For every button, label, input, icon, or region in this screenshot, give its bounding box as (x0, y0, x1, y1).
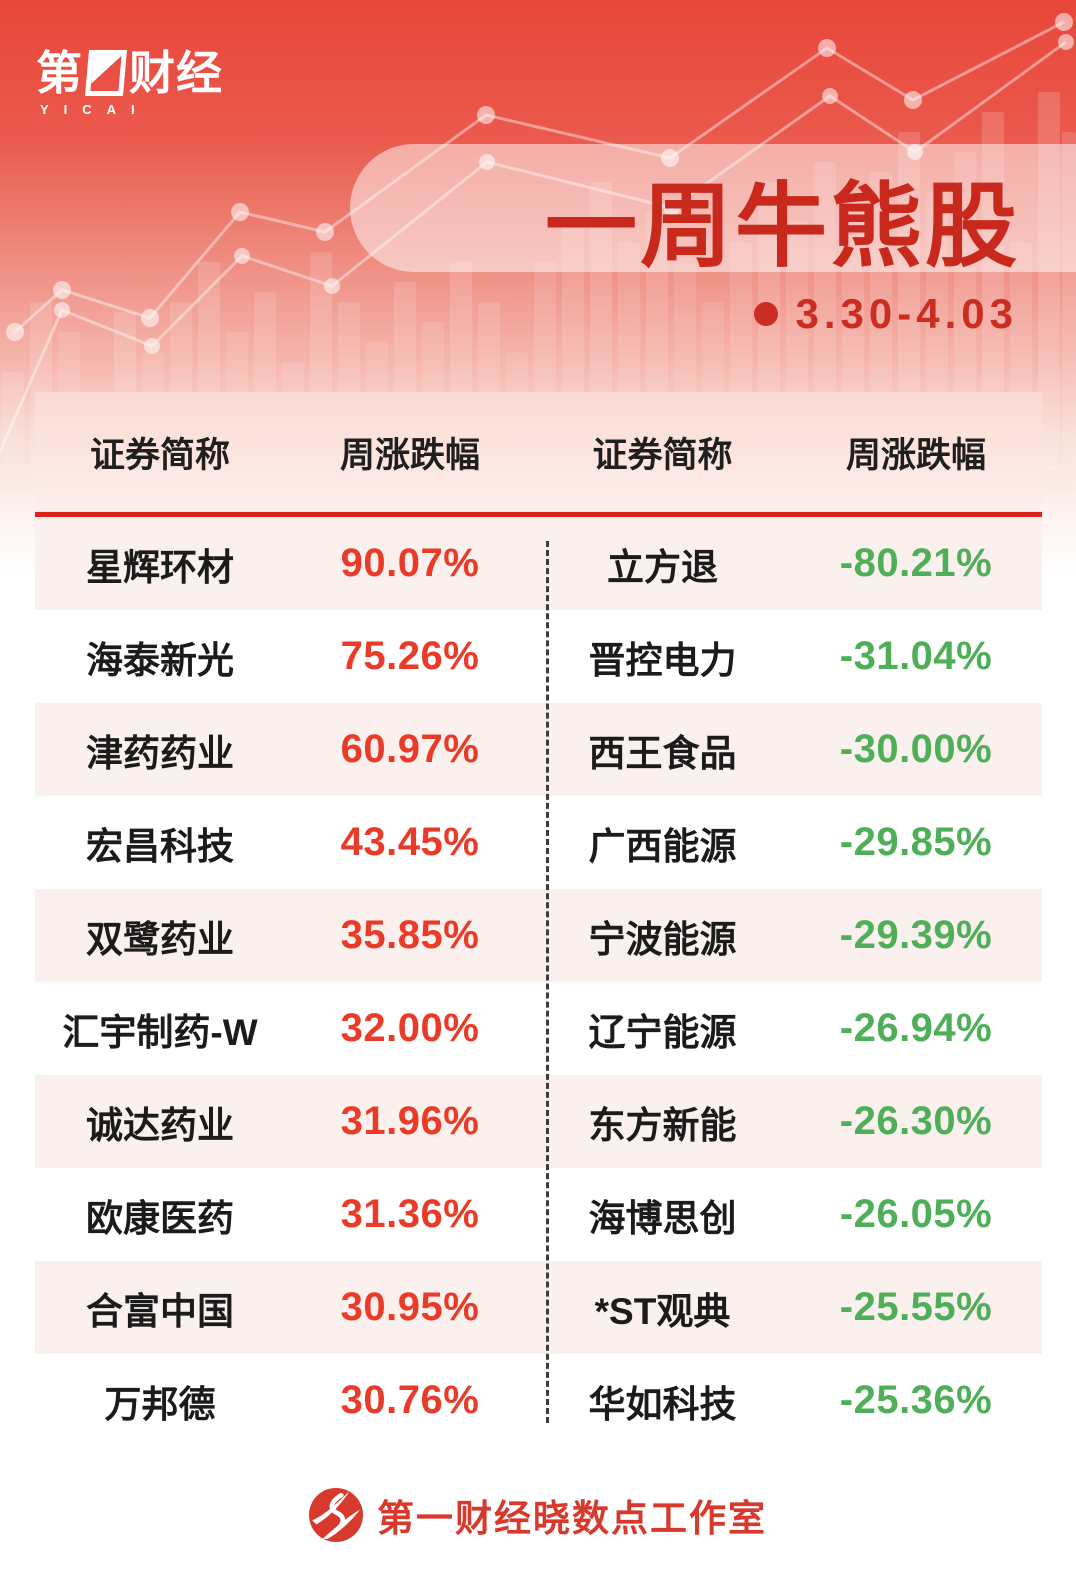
loser-name: 立方退 (607, 546, 718, 588)
table-row: 宏昌科技 43.45% 广西能源 -29.85% (35, 796, 1042, 889)
table-row: 双鹭药业 35.85% 宁波能源 -29.39% (35, 889, 1042, 982)
gainer-change: 90.07% (340, 541, 480, 585)
table-row: 汇宇制药-W 32.00% 辽宁能源 -26.94% (35, 982, 1042, 1075)
gainer-change: 43.45% (340, 820, 480, 864)
loser-name: *ST观典 (594, 1290, 731, 1332)
loser-change: -26.30% (839, 1099, 993, 1143)
date-range: 3.30-4.03 (753, 290, 1018, 338)
footer: 第一财经晓数点工作室 (0, 1488, 1076, 1542)
loser-change: -25.36% (839, 1378, 993, 1422)
table-row: 津药药业 60.97% 西王食品 -30.00% (35, 703, 1042, 796)
gainer-change: 31.36% (340, 1192, 480, 1236)
logo-char-di: 第 (36, 47, 83, 99)
loser-name: 广西能源 (588, 825, 737, 867)
column-header-name-left: 证券简称 (89, 435, 230, 475)
gainer-change: 35.85% (340, 913, 480, 957)
table-row: 万邦德 30.76% 华如科技 -25.36% (35, 1354, 1042, 1447)
gainer-name: 诚达药业 (86, 1104, 234, 1146)
yicai-logo-en: YICAI (40, 102, 150, 117)
loser-change: -30.00% (839, 727, 993, 771)
column-header-name-right: 证券简称 (592, 435, 733, 475)
bullet-dot-icon (753, 302, 778, 326)
loser-change: -25.55% (839, 1285, 993, 1329)
loser-name: 华如科技 (588, 1383, 737, 1425)
line-chart-decoration (0, 20, 1067, 456)
loser-change: -29.85% (839, 820, 993, 864)
logo-chars-caijing: 财经 (129, 47, 223, 99)
loser-name: 西王食品 (588, 732, 737, 774)
table-row: 合富中国 30.95% *ST观典 -25.55% (35, 1261, 1042, 1354)
loser-change: -26.94% (839, 1006, 993, 1050)
gainer-name: 合富中国 (86, 1290, 234, 1332)
gainer-name: 津药药业 (86, 732, 234, 774)
loser-change: -29.39% (839, 913, 993, 957)
loser-name: 宁波能源 (588, 918, 737, 960)
page-title: 一周牛熊股 (544, 176, 1020, 278)
gainer-name: 欧康医药 (86, 1197, 234, 1239)
gainer-name: 双鹭药业 (86, 918, 234, 960)
gainer-name: 宏昌科技 (86, 825, 234, 867)
gainer-name: 万邦德 (104, 1383, 216, 1425)
gainer-change: 32.00% (340, 1006, 480, 1050)
studio-name: 第一财经晓数点工作室 (377, 1498, 767, 1539)
gainer-change: 30.95% (340, 1285, 480, 1329)
title-band (350, 144, 1076, 272)
gainer-change: 60.97% (340, 727, 480, 771)
table-row: 海泰新光 75.26% 晋控电力 -31.04% (35, 610, 1042, 703)
gainer-name: 汇宇制药-W (62, 1011, 258, 1053)
loser-name: 东方新能 (588, 1104, 737, 1146)
loser-name: 晋控电力 (588, 639, 737, 681)
gainer-name: 星辉环材 (86, 546, 234, 588)
gainer-change: 75.26% (340, 634, 480, 678)
column-header-change-left: 周涨跌幅 (339, 435, 480, 475)
gainer-name: 海泰新光 (86, 639, 234, 681)
table-header-row: 证券简称 周涨跌幅 证券简称 周涨跌幅 (35, 392, 1042, 517)
yicai-logo: 第 财经 YICAI (36, 50, 223, 117)
stocks-table: 证券简称 周涨跌幅 证券简称 周涨跌幅 星辉环材 90.07% 立方退 -80.21%… (35, 392, 1042, 1452)
yicai-logo-cn: 第 财经 (36, 50, 223, 96)
column-header-change-right: 周涨跌幅 (845, 435, 986, 475)
loser-name: 辽宁能源 (588, 1011, 737, 1053)
table-rows: 星辉环材 90.07% 立方退 -80.21% 海泰新光 75.26% 晋控电力 -31.04… (35, 517, 1042, 1447)
studio-logo-icon (309, 1488, 363, 1542)
loser-change: -31.04% (839, 634, 993, 678)
table-row: 星辉环材 90.07% 立方退 -80.21% (35, 517, 1042, 610)
gainer-change: 30.76% (340, 1378, 480, 1422)
dashed-divider (546, 541, 549, 1423)
logo-one-icon (84, 50, 128, 96)
line-chart-dots-decoration (6, 13, 1074, 354)
loser-name: 海博思创 (588, 1197, 737, 1239)
date-range-text: 3.30-4.03 (795, 290, 1018, 337)
table-row: 诚达药业 31.96% 东方新能 -26.30% (35, 1075, 1042, 1168)
gainer-change: 31.96% (340, 1099, 480, 1143)
loser-change: -26.05% (839, 1192, 993, 1236)
table-row: 欧康医药 31.36% 海博思创 -26.05% (35, 1168, 1042, 1261)
loser-change: -80.21% (839, 541, 993, 585)
